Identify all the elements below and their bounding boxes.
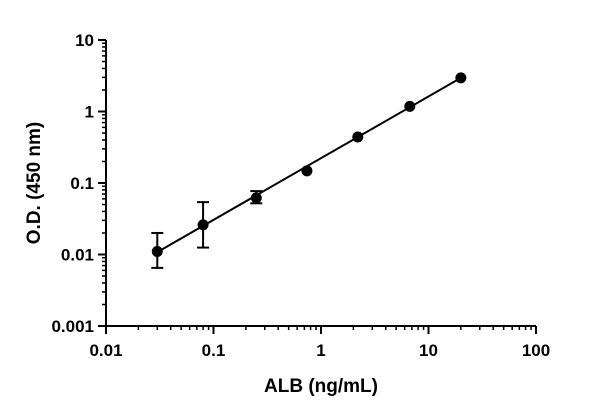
- x-tick-label: 1: [316, 341, 325, 360]
- data-point: [197, 219, 209, 231]
- x-tick-label: 100: [522, 341, 550, 360]
- data-point: [250, 192, 262, 204]
- axes: 0.01 0.1 1 10 100 0.001 0.01 0.1 1 10: [51, 31, 550, 360]
- x-axis-title: ALB (ng/mL): [264, 376, 378, 397]
- y-tick-label: 1: [85, 103, 94, 122]
- y-tick-label: 0.1: [70, 174, 94, 193]
- data-points-layer: [151, 72, 467, 258]
- data-point: [404, 100, 416, 112]
- data-point: [455, 72, 467, 84]
- data-point: [301, 165, 313, 177]
- x-tick-label: 0.1: [202, 341, 226, 360]
- data-point: [352, 131, 364, 143]
- x-tick-label: 0.01: [89, 341, 122, 360]
- y-axis-title: O.D. (450 nm): [24, 122, 45, 244]
- error-bars-layer: [151, 190, 263, 269]
- x-tick-label: 10: [419, 341, 438, 360]
- y-tick-label: 0.001: [51, 317, 94, 336]
- y-tick-label: 0.01: [61, 246, 94, 265]
- data-point: [151, 246, 163, 258]
- y-tick-label: 10: [75, 31, 94, 50]
